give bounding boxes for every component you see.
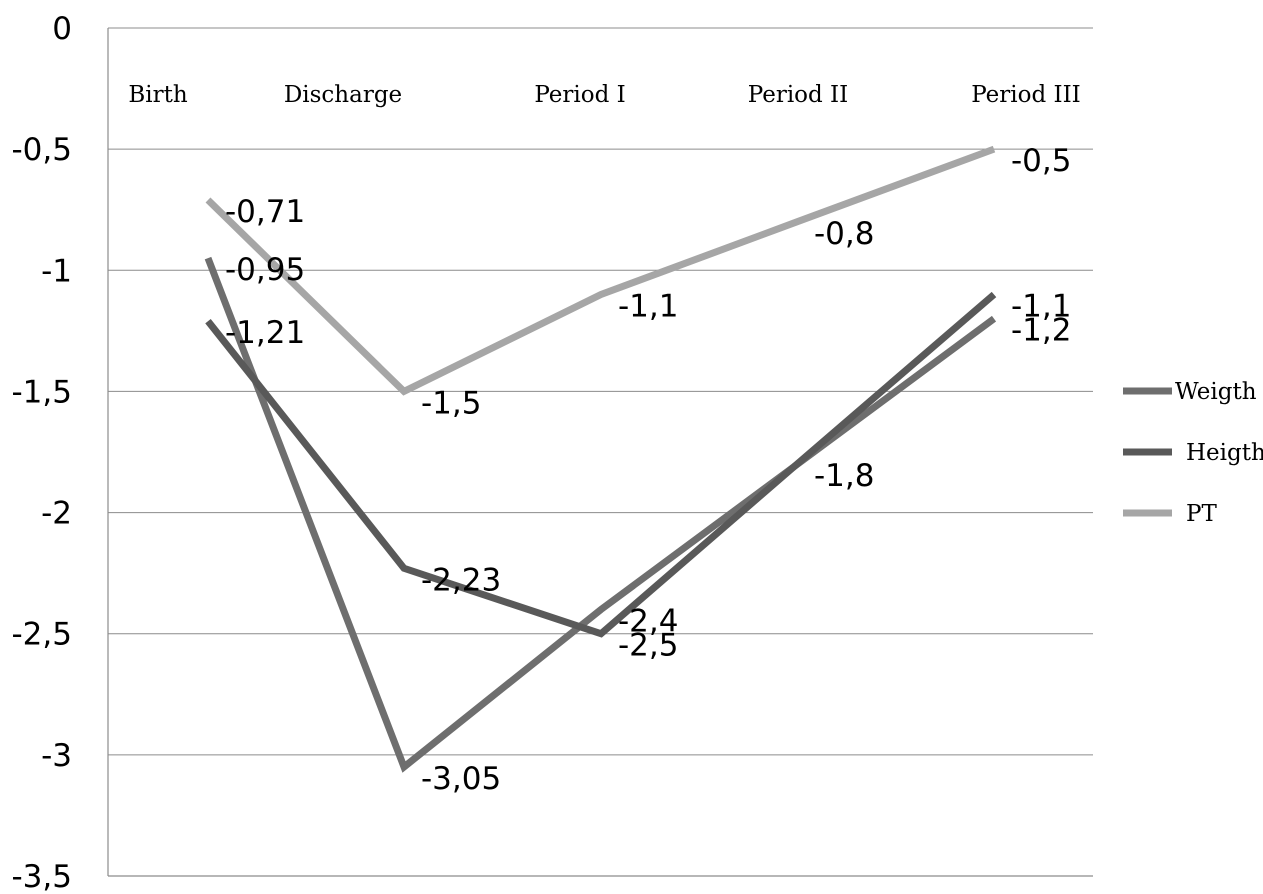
legend-label: PT	[1186, 501, 1217, 527]
series-line-pt	[205, 145, 996, 396]
y-tick-label: -3,5	[12, 859, 73, 894]
category-label: Period III	[971, 82, 1081, 108]
data-label: -1,5	[421, 385, 482, 421]
data-label: -1,2	[1011, 313, 1072, 349]
y-tick-label: -2,5	[12, 617, 73, 653]
axes	[107, 28, 1093, 877]
data-label: -0,95	[225, 252, 305, 288]
y-tick-label: -1	[41, 253, 72, 289]
data-label: -1,8	[814, 458, 875, 494]
data-label: -3,05	[421, 761, 501, 797]
category-labels: Birth Discharge Period I Period II Period II…	[128, 82, 1080, 108]
y-tick-labels: 0 -0,5 -1 -1,5 -2 -2,5 -3 -3,5	[12, 11, 73, 894]
y-tick-label: -0,5	[12, 132, 73, 168]
y-tick-label: -3	[41, 738, 72, 774]
data-label: -0,5	[1011, 143, 1072, 179]
category-label: Discharge	[284, 82, 402, 108]
category-label: Period I	[534, 82, 625, 108]
legend-label: Weigth	[1175, 379, 1257, 405]
data-label: -0,71	[225, 194, 305, 230]
y-tick-label: -2	[41, 496, 72, 532]
data-label: -1,1	[1011, 289, 1072, 325]
data-label: -1,1	[618, 289, 679, 325]
data-label: -0,8	[814, 216, 875, 252]
y-tick-label: 0	[52, 11, 72, 47]
series-line-heigth	[205, 291, 997, 638]
data-label: -2,4	[618, 603, 679, 639]
data-label: -2,23	[421, 562, 501, 598]
legend-label: Heigth	[1186, 440, 1263, 466]
category-label: Period II	[748, 82, 848, 108]
data-label: -2,5	[618, 628, 679, 664]
y-tick-label: -1,5	[12, 374, 73, 410]
category-label: Birth	[128, 82, 187, 108]
data-label: -1,21	[225, 315, 305, 351]
data-labels: -0,95 -3,05 -2,4 -1,2 -1,21 -2,23 -2,5 -1,8 -1,1…	[225, 143, 1072, 797]
legend: Weigth Heigth PT	[1123, 379, 1263, 527]
series-lines	[204, 145, 997, 773]
